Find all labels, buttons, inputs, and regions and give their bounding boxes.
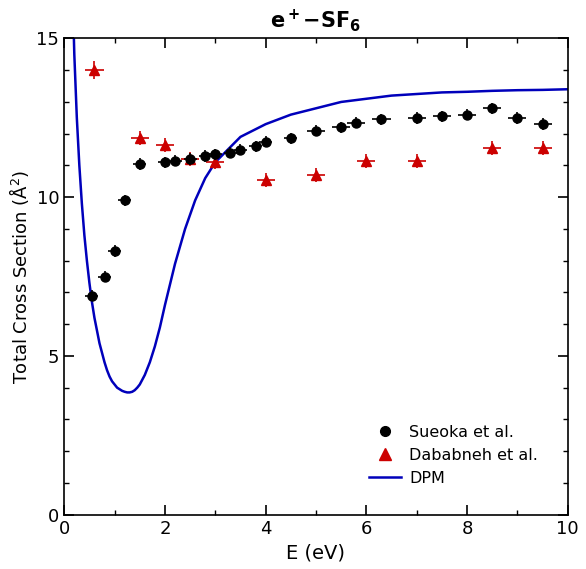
Legend: Sueoka et al., Dababneh et al., DPM: Sueoka et al., Dababneh et al., DPM xyxy=(363,419,544,492)
X-axis label: E (eV): E (eV) xyxy=(287,543,346,562)
Title: $\mathbf{e^+}$$\mathbf{-SF_6}$: $\mathbf{e^+}$$\mathbf{-SF_6}$ xyxy=(270,7,362,34)
Y-axis label: Total Cross Section (Å$^2$): Total Cross Section (Å$^2$) xyxy=(7,170,31,384)
